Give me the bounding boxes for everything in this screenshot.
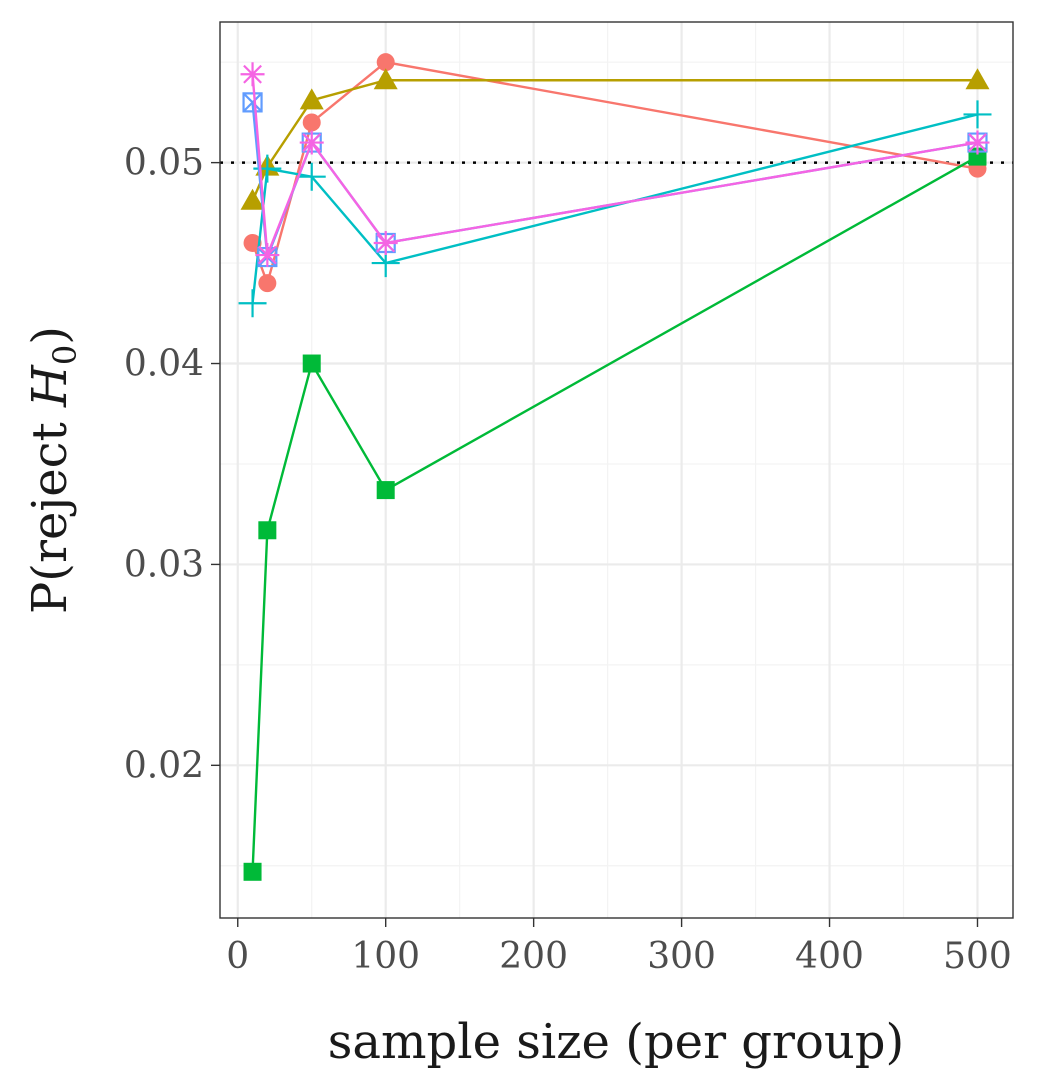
- x-tick-label: 200: [499, 936, 568, 977]
- series-line: [251, 60, 978, 288]
- data-point-circle: [243, 233, 262, 252]
- data-point-square: [376, 481, 395, 500]
- series-circle: [243, 53, 987, 293]
- data-point-plus: [238, 289, 267, 318]
- data-point-square: [302, 354, 321, 373]
- y-axis-title-sub: 0: [46, 345, 84, 365]
- data-point-triangle: [965, 68, 990, 90]
- grid: [220, 22, 1013, 918]
- data-point-square: [258, 521, 277, 540]
- y-axis-title: P(reject H0): [22, 326, 84, 614]
- x-tick-label: 100: [351, 936, 420, 977]
- data-point-asterisk: [240, 62, 265, 87]
- data-point-asterisk: [299, 130, 324, 155]
- data-point-plus: [297, 162, 326, 191]
- y-tick-label: 0.05: [124, 143, 204, 184]
- x-tick-label: 500: [943, 936, 1012, 977]
- data-point-triangle: [373, 68, 398, 90]
- data-point-asterisk: [373, 230, 398, 255]
- y-tick-label: 0.04: [124, 344, 204, 385]
- series-group: [238, 53, 992, 881]
- y-axis-title-close: ): [22, 326, 78, 345]
- data-point-square: [243, 862, 262, 881]
- data-point-asterisk: [965, 130, 990, 155]
- x-tick-label: 400: [795, 936, 864, 977]
- data-point-circle: [302, 113, 321, 132]
- series-asterisk: [240, 62, 990, 268]
- series-square: [243, 147, 987, 881]
- y-axis-title-main: P(reject: [22, 407, 78, 614]
- data-point-plus: [963, 100, 992, 129]
- x-tick-label: 0: [226, 936, 249, 977]
- plot-panel-border: [219, 21, 1014, 919]
- data-point-circle: [258, 274, 277, 293]
- x-tick-label: 300: [647, 936, 716, 977]
- data-point-circle: [376, 53, 395, 72]
- y-tick-label: 0.03: [124, 544, 204, 585]
- x-axis-title: sample size (per group): [328, 1014, 904, 1070]
- data-point-asterisk: [255, 243, 280, 268]
- series-line: [251, 74, 978, 256]
- series-boxed-x: [242, 92, 988, 268]
- data-point-triangle: [240, 188, 265, 210]
- y-tick-label: 0.02: [124, 745, 204, 786]
- y-axis-title-var: H: [22, 364, 78, 408]
- data-point-boxed-x: [242, 92, 263, 113]
- axes: 0 100 200 300 400 500 0.02 0.03 0.04 0.05: [124, 21, 1014, 977]
- data-point-triangle: [299, 88, 324, 110]
- series-plus: [238, 100, 992, 318]
